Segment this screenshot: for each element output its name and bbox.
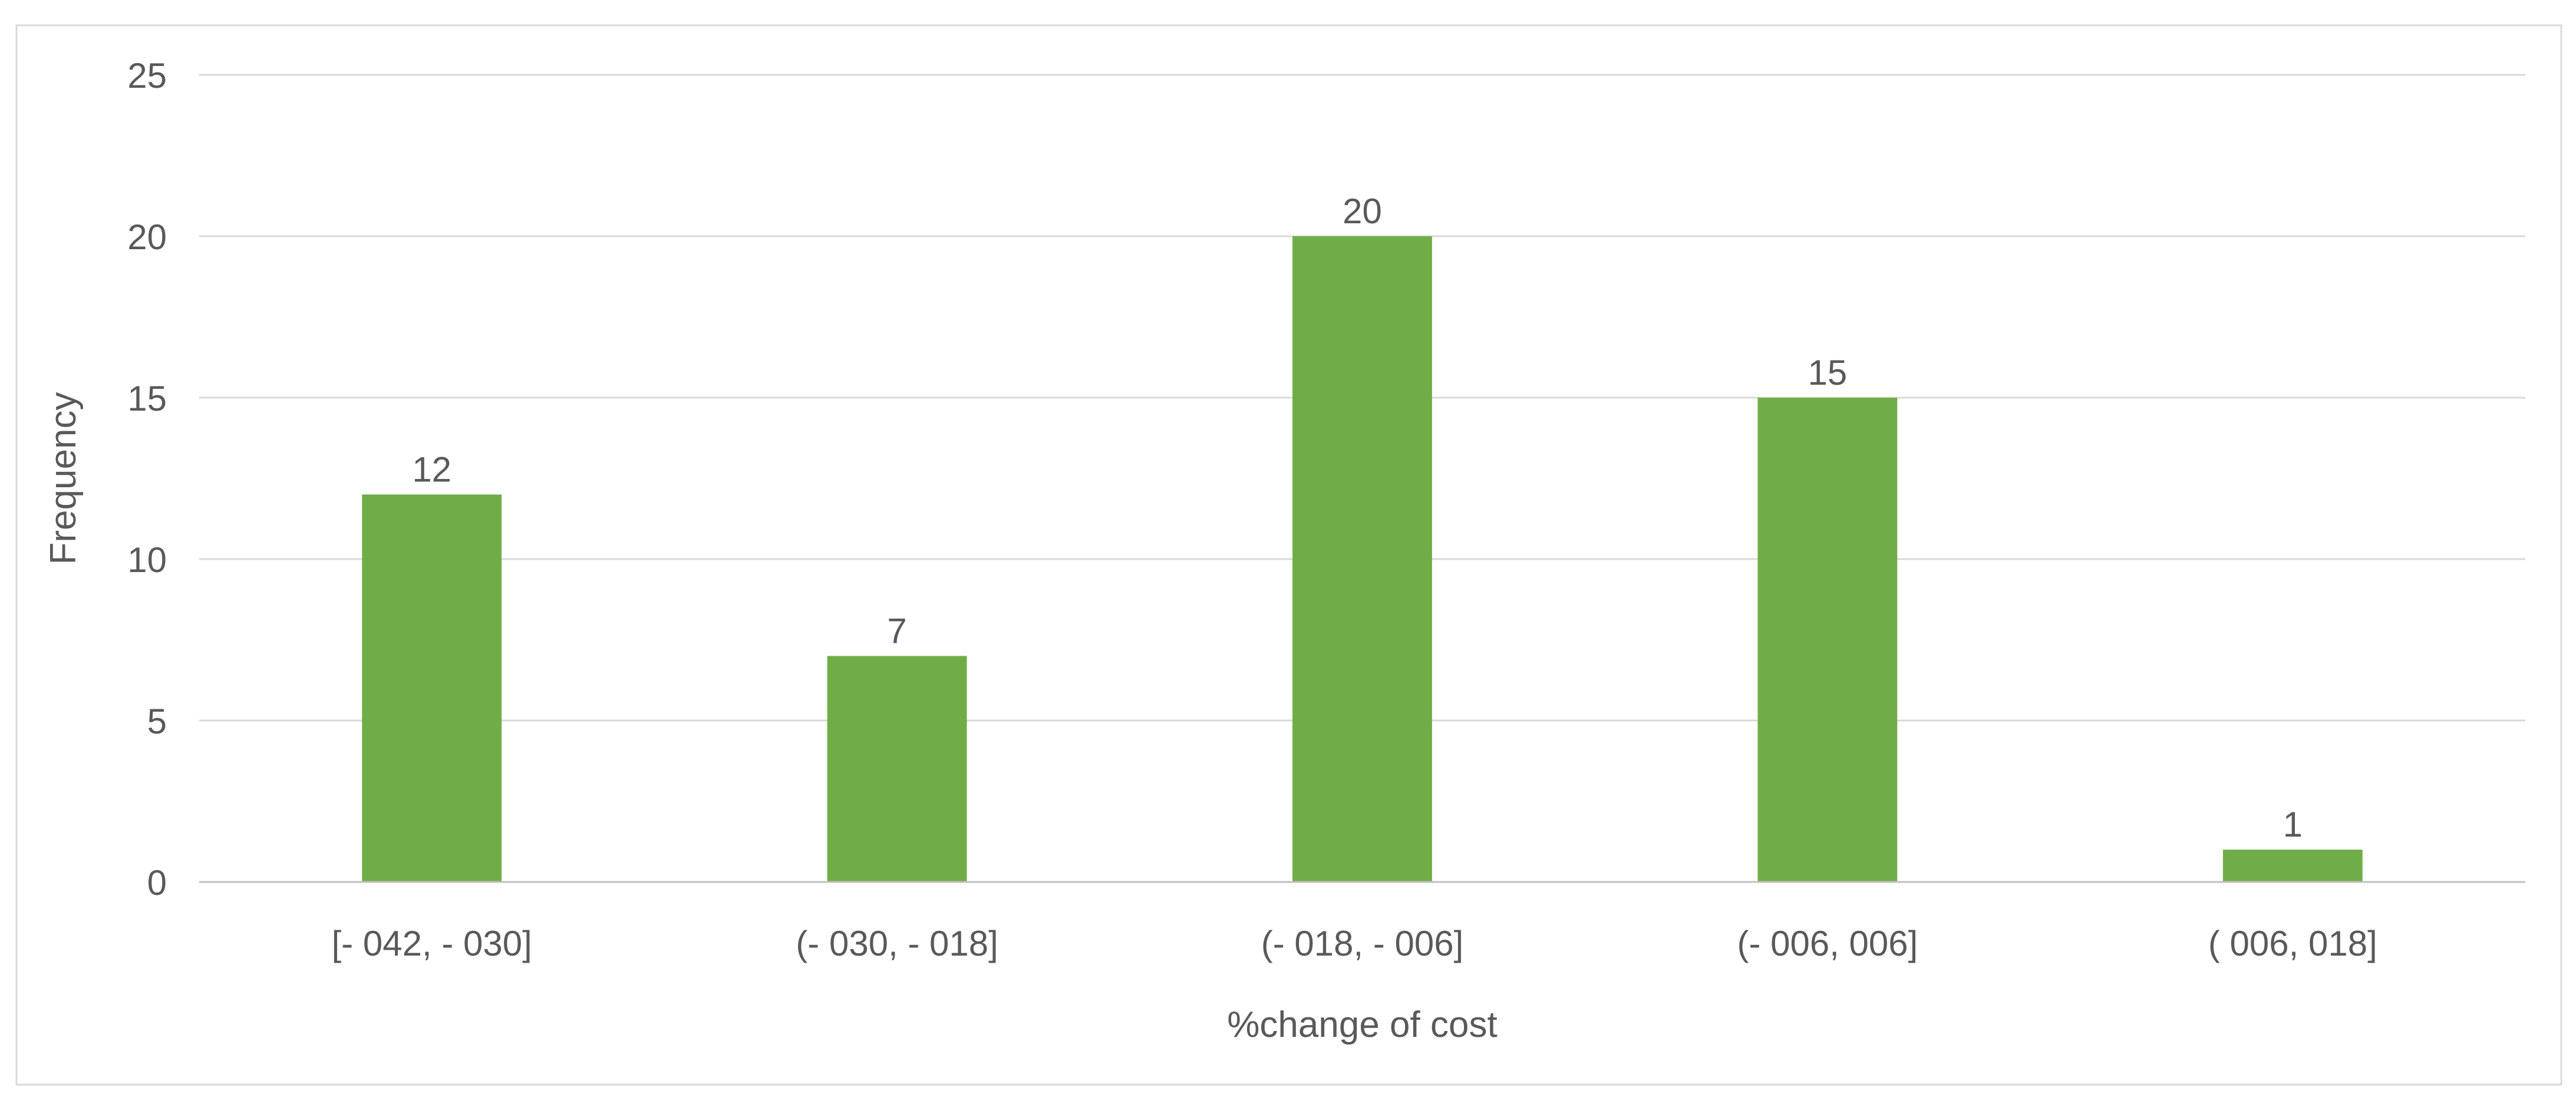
y-axis-ticks: 0 5 10 15 20 25 [127,56,167,903]
y-tick-label: 10 [127,540,167,580]
x-tick-label: (- 030, - 018] [796,924,998,963]
y-axis-title: Frequency [43,392,84,565]
bar [1292,236,1432,882]
bar [1757,398,1898,882]
y-tick-label: 5 [147,702,167,741]
data-label: 15 [1808,353,1848,392]
x-axis-ticks: [- 042, - 030] (- 030, - 018] (- 018, - 00… [332,924,2377,963]
y-tick-label: 25 [127,56,167,95]
bar [2222,850,2363,882]
data-label: 20 [1343,191,1382,231]
bar [827,656,967,882]
x-tick-label: (- 018, - 006] [1261,924,1464,963]
bars [362,236,2363,882]
y-tick-label: 0 [147,863,167,903]
x-tick-label: ( 006, 018] [2208,924,2377,963]
data-labels: 12 7 20 15 1 [412,191,2303,844]
x-tick-label: [- 042, - 030] [332,924,532,963]
data-label: 12 [412,450,451,489]
data-label: 7 [887,611,906,650]
y-tick-label: 20 [127,217,167,257]
y-tick-label: 15 [127,379,167,418]
x-tick-label: (- 006, 006] [1737,924,1918,963]
bar [362,494,502,882]
data-label: 1 [2283,805,2303,844]
x-axis-title: %change of cost [1227,1004,1497,1045]
